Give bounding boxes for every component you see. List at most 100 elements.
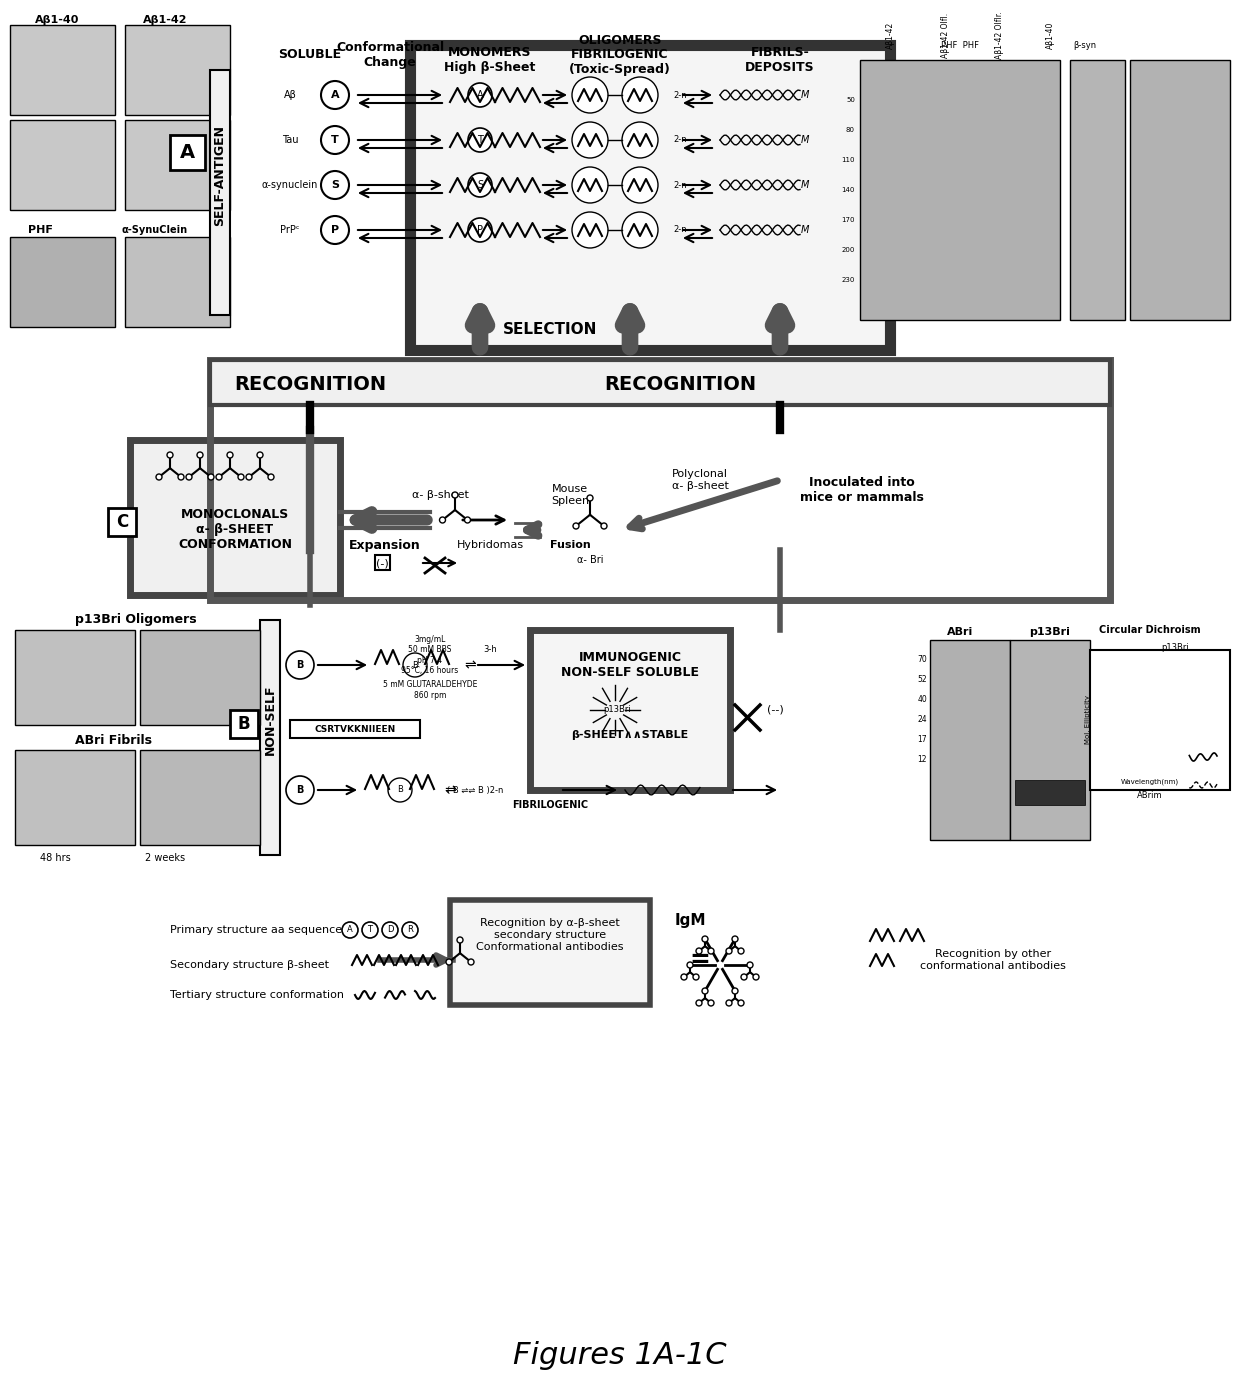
Text: 5 mM GLUTARALDEHYDE
860 rpm: 5 mM GLUTARALDEHYDE 860 rpm: [383, 681, 477, 700]
Circle shape: [321, 80, 348, 109]
Text: p13Bri: p13Bri: [603, 705, 631, 715]
Bar: [15, 631, 135, 725]
Text: 2-n: 2-n: [673, 180, 687, 190]
Bar: [140, 631, 260, 725]
Text: Aβ1-40: Aβ1-40: [35, 15, 79, 25]
Circle shape: [572, 212, 608, 248]
Circle shape: [746, 962, 753, 967]
Circle shape: [687, 962, 693, 967]
Circle shape: [197, 452, 203, 457]
Circle shape: [696, 948, 702, 954]
Text: 2-n: 2-n: [673, 226, 687, 234]
Text: Recognition by α-β-sheet
secondary structure
Conformational antibodies: Recognition by α-β-sheet secondary struc…: [476, 919, 624, 952]
Circle shape: [622, 78, 658, 114]
Circle shape: [186, 474, 192, 480]
Text: 50: 50: [846, 97, 856, 103]
Text: Hybridomas: Hybridomas: [456, 541, 523, 550]
Text: α- β-sheet: α- β-sheet: [412, 491, 469, 500]
Circle shape: [388, 778, 412, 802]
Text: =: =: [689, 948, 711, 972]
Circle shape: [286, 776, 314, 804]
Text: 40: 40: [918, 696, 928, 704]
Text: C: C: [115, 513, 128, 531]
Text: Aβ: Aβ: [284, 90, 296, 100]
Circle shape: [458, 937, 463, 942]
Circle shape: [738, 999, 744, 1006]
Bar: [10, 237, 115, 327]
Circle shape: [227, 452, 233, 457]
Text: (-): (-): [376, 559, 388, 568]
Circle shape: [708, 948, 714, 954]
Text: Aβ1-42: Aβ1-42: [885, 21, 894, 49]
Bar: [930, 640, 1011, 840]
Circle shape: [342, 922, 358, 938]
Text: Polyclonal
α- β-sheet: Polyclonal α- β-sheet: [672, 470, 728, 491]
Circle shape: [708, 999, 714, 1006]
Text: (--): (--): [766, 705, 784, 715]
Text: T: T: [331, 134, 339, 146]
Bar: [1090, 650, 1230, 790]
Circle shape: [696, 999, 702, 1006]
Text: 3-h: 3-h: [484, 646, 497, 654]
Circle shape: [572, 122, 608, 158]
Text: Circular Dichroism: Circular Dichroism: [1099, 625, 1200, 635]
Circle shape: [572, 166, 608, 202]
Text: SELECTION: SELECTION: [502, 323, 598, 338]
Text: Aβ1-42: Aβ1-42: [143, 15, 187, 25]
Bar: [1130, 60, 1230, 320]
Text: ABri: ABri: [947, 626, 973, 638]
Bar: [210, 360, 1110, 405]
Text: 52: 52: [918, 675, 928, 685]
Circle shape: [208, 474, 215, 480]
Text: M: M: [801, 225, 810, 236]
Text: 2 weeks: 2 weeks: [145, 852, 185, 863]
Text: Secondary structure β-sheet: Secondary structure β-sheet: [170, 960, 329, 970]
Text: α-SynuClein: α-SynuClein: [122, 225, 188, 236]
Text: Tau: Tau: [281, 134, 299, 146]
Circle shape: [725, 948, 732, 954]
Text: A: A: [476, 90, 484, 100]
Circle shape: [702, 988, 708, 994]
Circle shape: [402, 922, 418, 938]
Circle shape: [732, 936, 738, 942]
Circle shape: [681, 974, 687, 980]
Text: B: B: [296, 784, 304, 796]
Bar: [450, 900, 650, 1005]
Text: B: B: [397, 786, 403, 794]
Circle shape: [403, 653, 427, 676]
Circle shape: [753, 974, 759, 980]
Text: NON-SELF: NON-SELF: [263, 685, 277, 755]
Text: ABri Fibrils: ABri Fibrils: [74, 733, 153, 747]
Bar: [125, 237, 229, 327]
Text: Mouse
Spleen: Mouse Spleen: [551, 484, 589, 506]
Text: Conformational
Change: Conformational Change: [336, 42, 444, 69]
Circle shape: [216, 474, 222, 480]
Text: RECOGNITION: RECOGNITION: [234, 376, 386, 395]
Text: S: S: [477, 180, 484, 190]
Circle shape: [738, 948, 744, 954]
Text: 200: 200: [842, 247, 856, 254]
Circle shape: [439, 517, 445, 523]
Bar: [529, 631, 730, 790]
Circle shape: [321, 126, 348, 154]
Bar: [15, 750, 135, 845]
Circle shape: [286, 651, 314, 679]
Text: T: T: [367, 926, 372, 934]
Text: Aβ1-42 Olfl.: Aβ1-42 Olfl.: [940, 12, 950, 58]
Text: R: R: [407, 926, 413, 934]
Circle shape: [167, 452, 174, 457]
Text: A: A: [180, 143, 195, 162]
Bar: [140, 750, 260, 845]
Circle shape: [693, 974, 699, 980]
Text: 170: 170: [842, 218, 856, 223]
Text: 12: 12: [918, 755, 928, 765]
Circle shape: [465, 517, 470, 523]
Circle shape: [725, 999, 732, 1006]
Text: 140: 140: [842, 187, 856, 193]
Text: A: A: [347, 926, 353, 934]
Text: Aβ1-42 Olflr.: Aβ1-42 Olflr.: [996, 11, 1004, 58]
Bar: [410, 44, 890, 351]
Bar: [10, 25, 115, 115]
Circle shape: [321, 170, 348, 200]
Text: MONOMERS
High β-Sheet: MONOMERS High β-Sheet: [444, 46, 536, 73]
